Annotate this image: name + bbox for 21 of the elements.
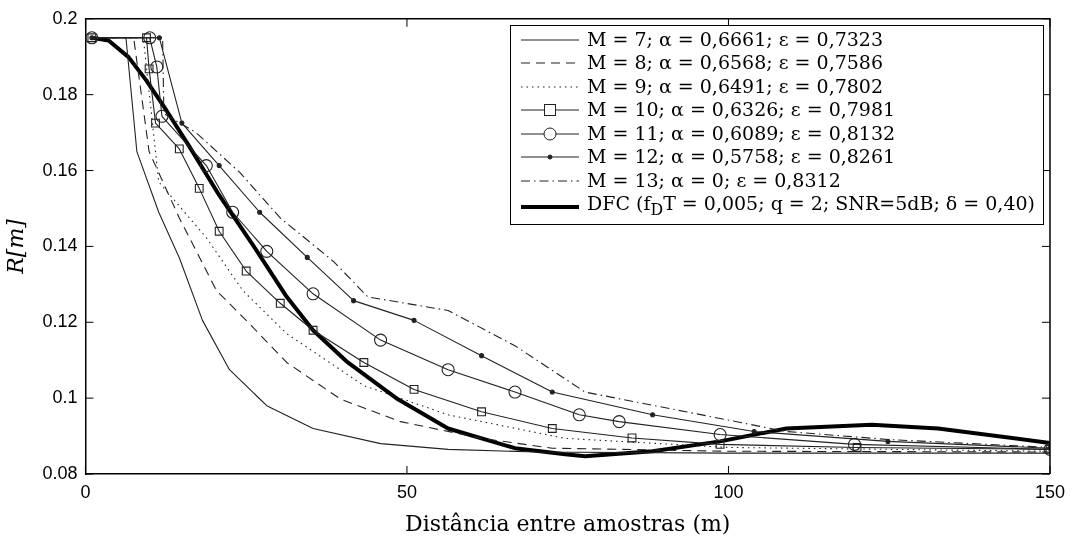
y-tick-label: 0.18 bbox=[42, 83, 78, 104]
y-tick-label: 0.08 bbox=[42, 462, 78, 483]
y-tick-label: 0.2 bbox=[52, 7, 78, 28]
x-tick-label: 0 bbox=[80, 481, 91, 502]
legend-label: M = 7; α = 0,6661; ε = 0,7323 bbox=[586, 27, 884, 52]
x-axis-title: Distância entre amostras (m) bbox=[405, 510, 731, 536]
legend-label: M = 9; α = 0,6491; ε = 0,7802 bbox=[586, 74, 884, 99]
legend-label: M = 10; α = 0,6326; ε = 0,7981 bbox=[586, 98, 896, 122]
x-tick-label: 150 bbox=[1034, 481, 1066, 502]
x-tick-label: 50 bbox=[396, 481, 417, 502]
x-tick-label: 100 bbox=[713, 481, 744, 502]
y-tick-label: 0.16 bbox=[42, 159, 78, 180]
y-tick-label: 0.1 bbox=[52, 387, 78, 408]
legend-label: M = 11; α = 0,6089; ε = 0,8132 bbox=[586, 121, 896, 146]
legend-label: DFC (f$_{D}$T = 0,005; q = 2; SNR=5dB; δ = 0,40) bbox=[586, 192, 1035, 222]
y-tick-label: 0.14 bbox=[42, 235, 78, 256]
y-tick-label: 0.12 bbox=[42, 311, 78, 332]
y-axis-title: R[m] bbox=[2, 218, 28, 275]
legend-label: M = 12; α = 0,5758; ε = 0,8261 bbox=[586, 145, 896, 169]
legend-label: M = 13; α = 0; ε = 0,8312 bbox=[586, 168, 841, 193]
legend-label: M = 8; α = 0,6568; ε = 0,7586 bbox=[586, 51, 884, 75]
